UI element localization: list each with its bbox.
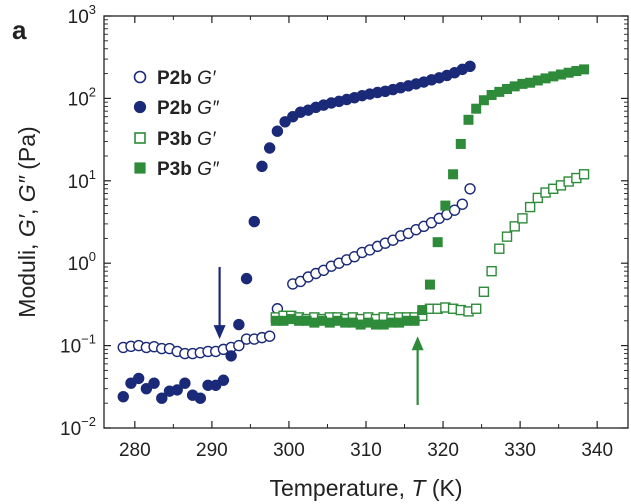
legend-label-var: G″ [197,98,220,119]
legend-label-var: G′ [197,68,217,89]
x-tick-label: 310 [350,440,382,461]
legend-label-bold: P2b [157,98,192,119]
y-tick-label: 103 [68,2,96,28]
y-tick-label: 10−1 [60,332,96,358]
transition-arrows [213,266,424,406]
legend-label: P3b G′ [157,129,217,150]
y-tick-label: 102 [68,84,96,110]
data-point [448,169,459,180]
data-point [194,392,207,404]
y-axis-label-unit: (Pa) [14,126,40,176]
arrow-head [411,336,424,351]
series [117,60,476,404]
data-point [217,374,230,386]
legend-label-var: G″ [197,159,220,180]
data-point [456,198,469,210]
data-point [171,384,183,396]
legend-marker-square-open [134,132,146,144]
y-axis-label-sep: , [14,202,40,215]
data-point [417,305,428,316]
y-axis-label: Moduli, G′, G″ (Pa) [14,126,40,317]
data-point [517,213,528,224]
data-point [463,114,474,125]
data-point [494,243,505,254]
data-point [409,315,420,326]
legend-marker-square-filled [134,162,146,174]
legend-label-bold: P3b [157,129,192,150]
data-point [233,339,245,352]
y-axis-label-text: Moduli, [14,237,40,318]
data-point [271,125,284,137]
series [270,169,590,325]
legend-marker-circle-filled [133,100,147,114]
data-point [440,200,451,211]
data-point [240,272,253,285]
legend-marker-circle-open [133,70,147,84]
data-point [233,318,245,331]
data-point [424,279,435,290]
x-tick-label: 300 [273,440,305,461]
data-point [263,142,276,154]
x-axis-label: Temperature, T (K) [269,475,462,501]
data-point [156,392,168,404]
data-point [470,303,482,314]
legend-label: P2b G″ [157,98,220,119]
data-point [432,237,443,248]
x-axis-label-unit: (K) [425,475,462,501]
data-point [464,60,476,73]
y-tick-label: 101 [68,167,96,193]
x-tick-label: 340 [581,440,613,461]
legend-label-bold: P2b [157,68,192,89]
data-markers [117,60,590,404]
data-point [471,103,482,114]
x-tick-label: 290 [196,440,228,461]
data-point [132,372,145,385]
data-point [524,201,536,213]
data-point [501,231,513,242]
y-tick-label: 10−2 [60,414,96,440]
series [117,183,476,360]
legend-item: P3b G′ [134,129,217,150]
x-axis-label-text: Temperature, [269,475,411,501]
axis-ticks: 280 290 300 310 320 330 340 10−2 10−1 100 101 102 10… [60,2,628,461]
data-point [478,95,489,106]
legend-label-bold: P3b [157,159,192,180]
data-point [578,169,590,180]
y-axis-label-g2: G″ [14,175,40,202]
y-tick-label: 100 [68,249,96,275]
legend-item: P3b G″ [134,159,220,180]
legend-label: P2b G′ [157,68,217,89]
data-point [117,390,129,403]
data-point [140,382,153,395]
data-point [464,183,476,195]
x-tick-label: 330 [504,440,536,461]
data-point [179,377,191,389]
data-point [256,160,268,172]
legend-label-var: G′ [197,129,217,150]
arrow-up [411,336,424,406]
data-point [532,192,544,204]
x-tick-label: 280 [119,440,151,461]
data-point [478,286,490,297]
data-point [263,330,276,342]
data-point [148,377,160,389]
legend-item: P2b G″ [133,98,220,119]
data-point [579,64,590,75]
legend: P2b G′ P2b G″ P3b G′ P3b G″ [133,68,220,180]
x-axis-label-var: T [411,475,427,501]
panel-label: a [12,15,27,45]
legend-label: P3b G″ [157,159,220,180]
data-point [509,221,520,232]
arrow-head [213,325,226,340]
x-tick-label: 320 [427,440,459,461]
data-point [225,350,237,362]
arrow-down [213,266,226,340]
data-point [486,265,497,277]
legend-item: P2b G′ [133,68,217,89]
series [270,64,590,330]
y-axis-label-g1: G′ [14,214,40,237]
data-point [455,138,466,149]
data-point [248,215,260,228]
